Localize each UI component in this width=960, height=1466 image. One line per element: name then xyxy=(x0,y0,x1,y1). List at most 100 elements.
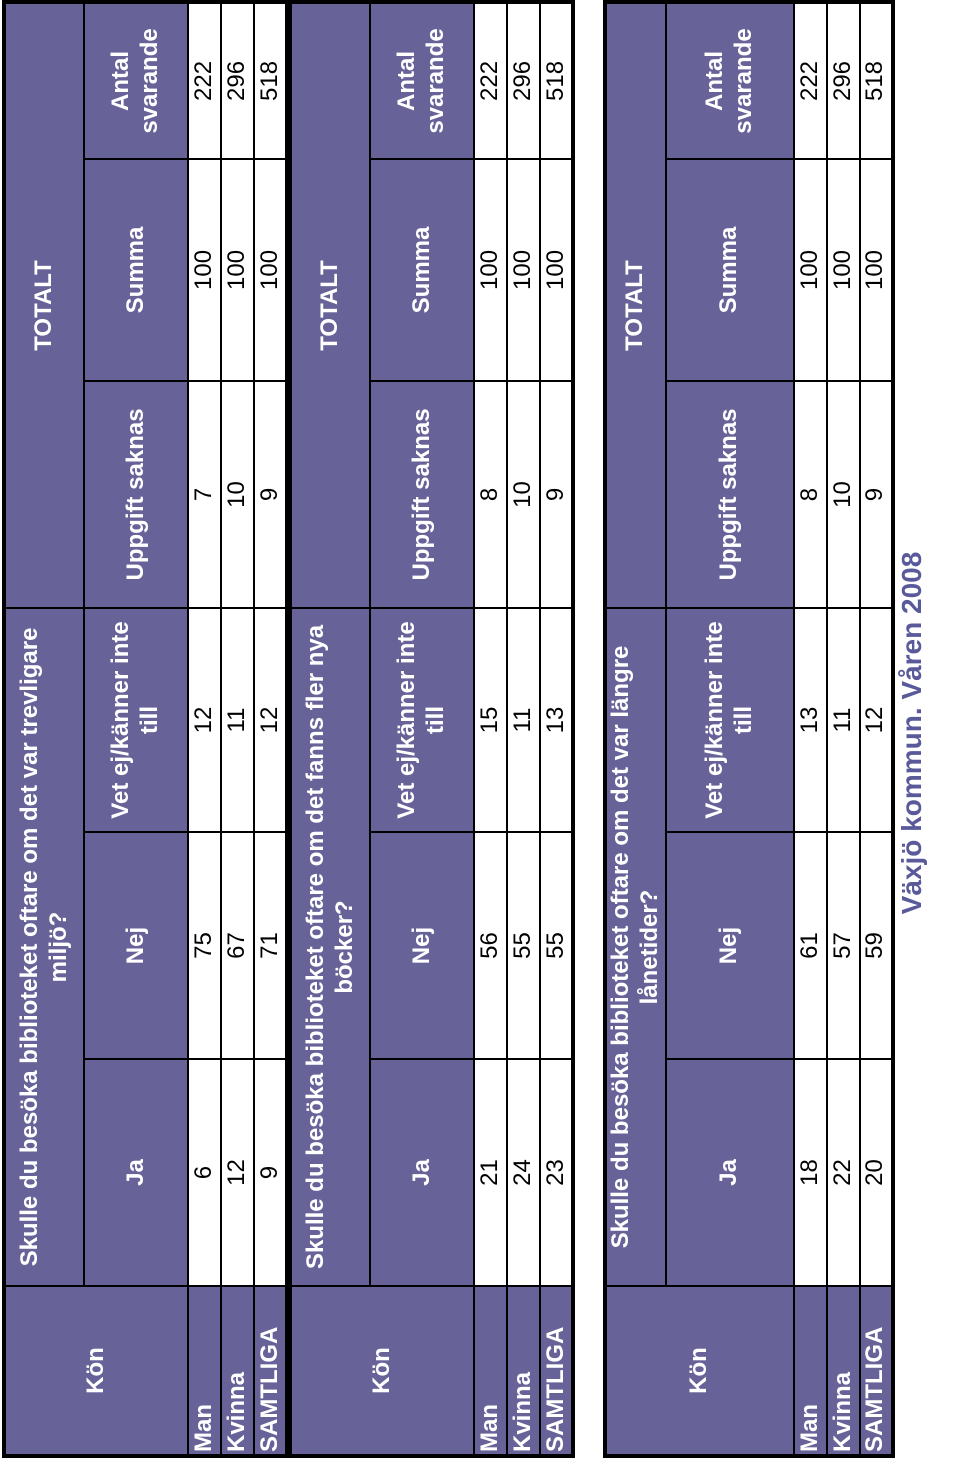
cell-ja: 22 xyxy=(826,1059,860,1286)
table-row: Man 6 75 12 7 100 222 xyxy=(188,1,221,1456)
cell-summa: 100 xyxy=(793,159,827,381)
col-header-ja: Ja xyxy=(84,1059,188,1286)
cell-uppgift-saknas: 8 xyxy=(474,380,507,608)
table-row: SAMTLIGA 20 59 12 9 100 518 xyxy=(859,2,893,1456)
cell-uppgift-saknas: 8 xyxy=(793,381,827,608)
table-row: SAMTLIGA 23 55 13 9 100 518 xyxy=(540,1,573,1456)
table-row: SAMTLIGA 9 71 12 9 100 518 xyxy=(254,1,287,1456)
row-label-samtliga: SAMTLIGA xyxy=(859,1286,893,1456)
row-label-kvinna: Kvinna xyxy=(826,1286,860,1456)
cell-summa: 100 xyxy=(254,158,287,381)
cell-vet-ej: 12 xyxy=(188,607,221,832)
kon-header: Kön xyxy=(4,1286,188,1456)
col-header-summa: Summa xyxy=(370,158,474,381)
kon-header: Kön xyxy=(605,1286,794,1456)
row-label-man: Man xyxy=(474,1286,507,1456)
col-header-antal-svarande: Antal svarande xyxy=(84,1,188,159)
col-header-uppgift-saknas: Uppgift saknas xyxy=(84,380,188,608)
totalt-header: TOTALT xyxy=(290,1,370,608)
col-header-nej: Nej xyxy=(665,832,794,1059)
cell-uppgift-saknas: 10 xyxy=(507,380,540,608)
cell-nej: 61 xyxy=(793,832,827,1059)
cell-vet-ej: 11 xyxy=(507,607,540,832)
cell-vet-ej: 15 xyxy=(474,607,507,832)
cell-summa: 100 xyxy=(859,159,893,381)
cell-vet-ej: 12 xyxy=(859,608,893,832)
cell-antal: 518 xyxy=(254,1,287,159)
col-header-ja: Ja xyxy=(370,1059,474,1286)
cell-nej: 55 xyxy=(507,832,540,1059)
cell-uppgift-saknas: 10 xyxy=(221,380,254,608)
row-label-kvinna: Kvinna xyxy=(507,1286,540,1456)
table-row: Kvinna 24 55 11 10 100 296 xyxy=(507,1,540,1456)
table-row: Kvinna 22 57 11 10 100 296 xyxy=(826,2,860,1456)
cell-nej: 59 xyxy=(859,832,893,1059)
cell-ja: 18 xyxy=(793,1059,827,1286)
kon-header: Kön xyxy=(290,1286,474,1456)
cell-summa: 100 xyxy=(507,158,540,381)
survey-table-lanetider: Kön Skulle du besöka biblioteket oftare … xyxy=(603,0,895,1458)
col-header-nej: Nej xyxy=(370,832,474,1059)
cell-nej: 57 xyxy=(826,832,860,1059)
cell-uppgift-saknas: 9 xyxy=(540,380,573,608)
page-title: Växjö kommun. Våren 2008 xyxy=(896,551,927,915)
row-label-kvinna: Kvinna xyxy=(221,1286,254,1456)
cell-vet-ej: 13 xyxy=(793,608,827,832)
totalt-header: TOTALT xyxy=(605,2,666,608)
cell-summa: 100 xyxy=(221,158,254,381)
row-label-man: Man xyxy=(188,1286,221,1456)
cell-summa: 100 xyxy=(188,158,221,381)
cell-antal: 518 xyxy=(859,2,893,159)
cell-antal: 222 xyxy=(474,1,507,159)
cell-uppgift-saknas: 9 xyxy=(859,381,893,608)
col-header-uppgift-saknas: Uppgift saknas xyxy=(665,381,794,608)
cell-uppgift-saknas: 7 xyxy=(188,380,221,608)
col-header-summa: Summa xyxy=(665,159,794,381)
cell-nej: 55 xyxy=(540,832,573,1059)
question-header: Skulle du besöka biblioteket oftare om d… xyxy=(290,607,370,1286)
cell-nej: 67 xyxy=(221,832,254,1059)
cell-nej: 71 xyxy=(254,832,287,1059)
cell-antal: 296 xyxy=(221,1,254,159)
row-label-man: Man xyxy=(793,1286,827,1456)
table-row: Kvinna 12 67 11 10 100 296 xyxy=(221,1,254,1456)
row-label-samtliga: SAMTLIGA xyxy=(540,1286,573,1456)
table-row: Man 18 61 13 8 100 222 xyxy=(793,2,827,1456)
cell-antal: 222 xyxy=(188,1,221,159)
col-header-nej: Nej xyxy=(84,832,188,1059)
cell-antal: 296 xyxy=(507,1,540,159)
cell-antal: 296 xyxy=(826,2,860,159)
col-header-antal-svarande: Antal svarande xyxy=(665,2,794,159)
col-header-antal-svarande: Antal svarande xyxy=(370,1,474,159)
totalt-header: TOTALT xyxy=(4,1,84,608)
cell-uppgift-saknas: 9 xyxy=(254,380,287,608)
col-header-summa: Summa xyxy=(84,158,188,381)
col-header-ja: Ja xyxy=(665,1059,794,1286)
col-header-vet-ej: Vet ej/känner inte till xyxy=(665,608,794,832)
cell-ja: 6 xyxy=(188,1059,221,1286)
cell-nej: 75 xyxy=(188,832,221,1059)
cell-ja: 9 xyxy=(254,1059,287,1286)
survey-table-miljo: Kön Skulle du besöka biblioteket oftare … xyxy=(2,0,289,1458)
cell-uppgift-saknas: 10 xyxy=(826,381,860,608)
question-header: Skulle du besöka biblioteket oftare om d… xyxy=(4,607,84,1286)
col-header-vet-ej: Vet ej/känner inte till xyxy=(84,607,188,832)
cell-vet-ej: 11 xyxy=(826,608,860,832)
cell-vet-ej: 12 xyxy=(254,607,287,832)
cell-summa: 100 xyxy=(826,159,860,381)
row-label-samtliga: SAMTLIGA xyxy=(254,1286,287,1456)
table-row: Man 21 56 15 8 100 222 xyxy=(474,1,507,1456)
cell-summa: 100 xyxy=(474,158,507,381)
cell-antal: 518 xyxy=(540,1,573,159)
cell-summa: 100 xyxy=(540,158,573,381)
cell-ja: 24 xyxy=(507,1059,540,1286)
survey-table-bocker: Kön Skulle du besöka biblioteket oftare … xyxy=(288,0,575,1458)
cell-ja: 12 xyxy=(221,1059,254,1286)
col-header-vet-ej: Vet ej/känner inte till xyxy=(370,607,474,832)
cell-ja: 21 xyxy=(474,1059,507,1286)
cell-nej: 56 xyxy=(474,832,507,1059)
cell-vet-ej: 13 xyxy=(540,607,573,832)
cell-ja: 23 xyxy=(540,1059,573,1286)
col-header-uppgift-saknas: Uppgift saknas xyxy=(370,380,474,608)
